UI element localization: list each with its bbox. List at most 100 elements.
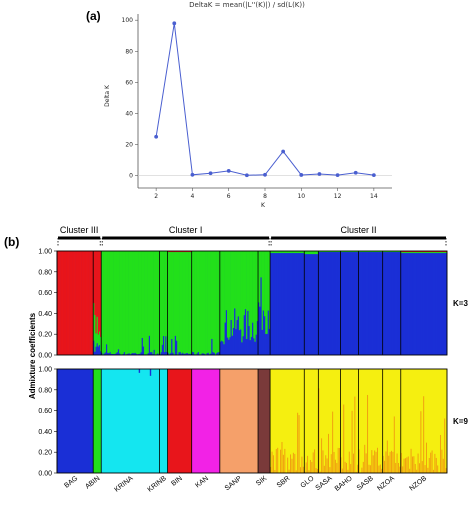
k3-bar-green [107, 251, 109, 353]
k3-bar-blue [162, 336, 165, 355]
population-label: NZOB [408, 475, 428, 493]
k3-bar-green [281, 251, 283, 254]
k3-bar-green [328, 251, 330, 253]
k3-bar-blue [299, 253, 301, 355]
k3-bar-blue [398, 252, 400, 355]
k3-bar-green [103, 251, 106, 354]
k3-bar-blue [317, 254, 319, 355]
k3-bar-blue [114, 354, 116, 355]
k3-bar-green [353, 251, 356, 253]
k3-bar-blue [210, 353, 212, 355]
k3-bar-blue [422, 253, 424, 355]
k3-bar-green [150, 251, 152, 353]
k3-bar-green [246, 251, 248, 340]
k3-bar-red [439, 251, 442, 253]
k3-bar-blue [256, 321, 259, 355]
k3-bar-green [98, 331, 101, 346]
k3-bar-green [285, 251, 288, 254]
k3-bar-green [217, 251, 219, 353]
k3-bar-green [185, 252, 188, 354]
k3-bar-green [318, 251, 320, 253]
k3-bar-blue [371, 252, 374, 355]
k3-bar-blue [226, 337, 229, 355]
k3-bar-blue [353, 252, 356, 355]
k3-bar-red [168, 251, 171, 253]
delta-k-point [226, 169, 231, 173]
k3-bar-blue [212, 352, 215, 355]
k3-bar-green [253, 251, 255, 339]
k3-bar-green [404, 252, 406, 254]
k3-bar-green [383, 251, 386, 253]
k3-bar-blue [254, 341, 256, 355]
population-label: NZOA [376, 475, 396, 493]
k9-bar-admixture [435, 457, 437, 473]
k3-bar-blue [409, 253, 411, 355]
k3-bar-blue [339, 252, 341, 355]
k3-bar-blue [394, 252, 397, 355]
k3-bar-green [394, 251, 397, 253]
k3-bar-blue [261, 329, 264, 355]
k9-frame [56, 368, 448, 474]
k3-bar-blue [288, 253, 290, 355]
x-tick-label: 4 [191, 193, 195, 200]
k3-bar-red [431, 251, 434, 253]
k3-bar-red [414, 251, 417, 253]
k3-bar-green [365, 251, 368, 253]
k3-bar-blue [433, 253, 436, 355]
k3-bar-blue [385, 252, 387, 355]
delta-k-point [335, 173, 340, 178]
k3-bar-green [197, 251, 200, 353]
k3-bar-blue [414, 253, 417, 355]
k3-bar-green [166, 251, 168, 352]
k3-bar-green [352, 251, 355, 253]
k3-bar-green [250, 251, 253, 337]
k3-bar-green [351, 251, 353, 253]
k9-bar-admixture [325, 455, 327, 473]
k3-bar-blue [392, 252, 394, 355]
k3-bar-blue [186, 353, 189, 355]
k3-bar-green [126, 251, 128, 355]
k3-bar-green [97, 334, 100, 347]
k3-bar-green [411, 252, 413, 254]
k3-bar-red [76, 251, 78, 355]
k3-bar-green [320, 251, 323, 253]
k9-barplot: 0.00 0.20 0.40 0.60 0.80 1.00 K=9 [38, 367, 468, 478]
k3-bar-red [407, 251, 410, 253]
k9-bar-admixture [409, 468, 411, 473]
k3-bar-blue [281, 253, 283, 355]
k3-bar-blue [96, 343, 99, 355]
k3-bar-green [380, 251, 382, 253]
k3-bar-red [72, 251, 75, 355]
k3-bar-blue [117, 349, 120, 355]
k9-bar-admixture [311, 461, 313, 473]
k3-bar-blue [259, 306, 261, 355]
delta-k-point [154, 134, 159, 139]
k3-bar-green [314, 251, 317, 255]
k3-bar-green [295, 251, 298, 254]
k3-bar-green [154, 251, 157, 355]
delta-k-point [317, 172, 322, 176]
k9-bar-admixture [357, 464, 359, 473]
k3-bar-green [382, 251, 385, 253]
k3-bar-blue [101, 352, 103, 355]
population-label: GLO [300, 475, 316, 490]
k3-bar-blue [331, 252, 334, 355]
k3-bar-blue [184, 353, 186, 355]
k3-bar-green [167, 252, 170, 353]
k3-bar-green [312, 251, 314, 255]
k3-bar-green [151, 251, 153, 353]
k3-bar-blue [356, 252, 358, 355]
k3-bar-green [240, 251, 242, 330]
k3-bar-blue [310, 254, 312, 355]
k3-bar-blue [103, 353, 106, 355]
k3-bar-blue [375, 252, 377, 355]
k3-bar-green [192, 251, 195, 353]
k3-bar-green [400, 252, 403, 254]
k9-bar-admixture [334, 459, 336, 473]
k3-bar-blue [229, 337, 231, 355]
k3-bar-green [125, 251, 127, 355]
k3-bar-green [232, 251, 235, 328]
k3-bar-green [308, 251, 311, 255]
k3-bar-blue [425, 253, 428, 355]
k3-bar-red [89, 251, 92, 355]
